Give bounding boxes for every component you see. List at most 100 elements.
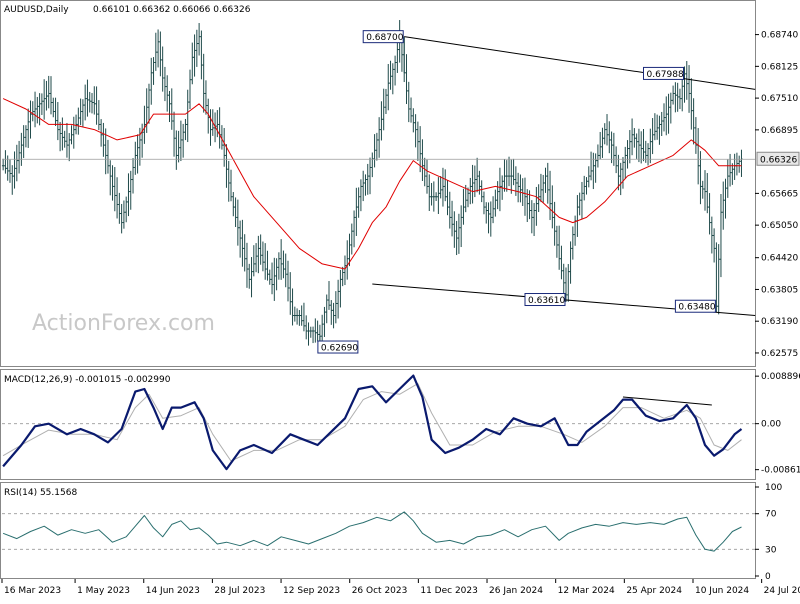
price-annotation-label: 0.67988 [646, 70, 683, 80]
price-bar [699, 151, 702, 205]
price-bar [1, 158, 5, 171]
price-bar [446, 180, 449, 216]
price-bar [341, 266, 344, 287]
price-bar [327, 281, 331, 310]
price-bar [229, 169, 233, 202]
price-bar [437, 177, 440, 214]
price-axis-tick-label: 0.67510 [761, 94, 798, 104]
price-bar [441, 167, 445, 207]
price-bar [127, 173, 130, 217]
price-bar [719, 194, 723, 278]
price-bar [104, 128, 107, 175]
price-bar [188, 69, 192, 110]
x-axis-tick-label: 12 Sep 2023 [283, 586, 340, 596]
current-price-label: 0.66326 [760, 155, 797, 165]
price-bar [191, 42, 194, 85]
price-bar [669, 92, 673, 124]
price-bar [6, 155, 9, 181]
price-bar [603, 123, 606, 145]
price-bar [270, 262, 274, 295]
price-axis-tick-label: 0.68740 [761, 31, 798, 41]
price-bar [284, 253, 287, 288]
price-bar [519, 174, 522, 203]
price-bar [393, 55, 397, 86]
price-bar [118, 192, 121, 224]
price-bar [555, 225, 559, 258]
price-bar [457, 213, 461, 254]
price-bar [293, 306, 297, 322]
price-bar [33, 91, 37, 128]
price-bar [407, 81, 410, 123]
price-bar [102, 122, 105, 157]
price-bar [70, 125, 73, 145]
price-bar [275, 258, 278, 291]
price-bar [444, 169, 447, 202]
price-bar [325, 294, 328, 324]
price-bar [412, 108, 415, 133]
current-price-box [756, 151, 800, 166]
price-bar [273, 257, 276, 301]
price-bar [111, 165, 114, 201]
price-bar [389, 60, 392, 90]
price-bar [605, 114, 609, 146]
price-bar [539, 173, 543, 203]
price-bar [578, 192, 581, 216]
price-bar [448, 191, 451, 229]
price-bar [163, 66, 167, 102]
price-axis-tick-label: 0.63190 [761, 317, 798, 327]
price-bar [366, 163, 369, 195]
price-bar [361, 170, 365, 202]
price-bar [544, 167, 547, 193]
price-bar [58, 121, 62, 152]
price-bar [314, 318, 317, 343]
price-bar [594, 153, 597, 183]
price-bar [88, 91, 91, 113]
price-bar [640, 131, 643, 164]
price-bar [637, 128, 641, 163]
price-bar [642, 129, 645, 162]
price-bar [248, 263, 251, 289]
price-bar [530, 200, 534, 234]
price-bar [496, 181, 499, 210]
price-bar [81, 99, 85, 127]
price-bar [687, 65, 691, 113]
price-annotation-label: 0.63480 [678, 303, 715, 313]
price-bar [624, 146, 627, 180]
price-bar [330, 300, 333, 325]
price-bar [52, 97, 55, 118]
price-bar [245, 242, 249, 288]
price-bar [74, 114, 78, 135]
price-bar [156, 29, 160, 68]
price-bar [11, 165, 14, 195]
price-bar [307, 322, 310, 346]
rsi-layer: 100 70 30 0 [2, 483, 782, 582]
price-bar [546, 162, 549, 204]
price-bar [658, 115, 661, 145]
price-bar [512, 158, 515, 186]
price-bar [706, 173, 709, 214]
price-bar [567, 264, 570, 302]
price-bar [633, 128, 636, 148]
price-bar [13, 151, 16, 189]
macd-signal-line [2, 383, 742, 462]
price-bar [79, 98, 82, 126]
x-axis-tick-label: 10 Jun 2024 [695, 586, 749, 596]
price-annotation-label: 0.68700 [366, 33, 403, 43]
price-bar [152, 57, 155, 85]
price-bar [596, 144, 600, 168]
price-bar [480, 180, 483, 203]
price-bar [181, 123, 185, 158]
rsi-axis-tick-label: 0 [765, 572, 771, 582]
price-bar [489, 201, 492, 237]
price-bar [569, 241, 572, 284]
trendline [404, 36, 756, 90]
price-bar [261, 241, 265, 272]
price-bar [614, 146, 618, 174]
price-bar [703, 170, 707, 211]
price-bar [708, 193, 711, 235]
price-bar [61, 117, 64, 151]
price-bar [692, 98, 695, 145]
price-bar [336, 279, 340, 319]
price-bar [507, 156, 511, 187]
